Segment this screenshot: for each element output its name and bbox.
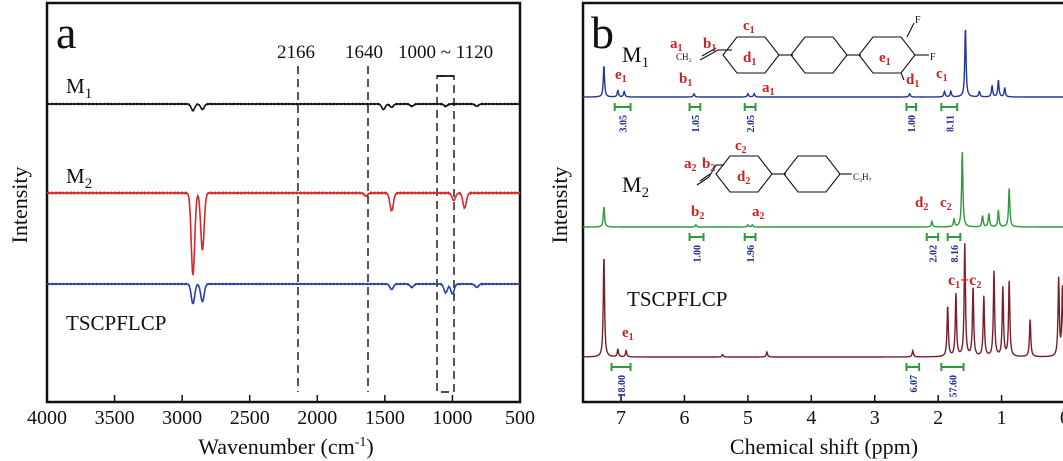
m1-struct-a1: a1	[670, 36, 683, 54]
series-m2	[46, 191, 521, 276]
integral-value: 18.00	[617, 375, 628, 398]
nmr-label-m2: M2	[622, 172, 649, 201]
panel-b-frame	[581, 1, 1063, 404]
m1-f2: F	[930, 52, 936, 63]
a-tick-label: 1500	[365, 407, 405, 429]
nmr-integrals: 3.05 1.05 2.05 1.00 8.11 1.00 1.96 2.02 8.16 18.0…	[610, 103, 965, 398]
a-tick-label: 2000	[297, 407, 337, 429]
b-tick-label: 7	[616, 407, 626, 429]
a-tick-label: 3500	[95, 407, 135, 429]
m2-struct-d2: d2	[737, 169, 750, 187]
integral-value: 2.05	[746, 115, 757, 133]
peak-d1-m1: d1	[906, 72, 919, 90]
panel-a-frame	[45, 1, 522, 404]
integral-value: 3.05	[619, 115, 630, 133]
m1-struct-c1: c1	[743, 18, 755, 36]
a-tick-label: 3000	[162, 407, 202, 429]
panel-a-ftir: a 4000 3500 3000 2500 2000 1500 1000 500 2166 1…	[7, 1, 535, 459]
a-tick-label: 500	[505, 407, 535, 429]
b-tick-label: 6	[679, 407, 689, 429]
b-tick-label: 3	[870, 407, 880, 429]
panel-b-x-ticks: 7 6 5 4 3 2 1 0	[616, 395, 1063, 429]
peak-b2-m2: b2	[691, 204, 704, 222]
peak-e1-ts: e1	[622, 325, 634, 343]
peak-b1-m1: b1	[679, 71, 692, 89]
m2-struct-b2: b2	[702, 156, 715, 174]
m2-c3h7: C₃H₇	[853, 172, 872, 182]
series-m1	[46, 102, 521, 112]
integral-value: 2.02	[928, 245, 939, 263]
a-tick-label: 1000	[432, 407, 472, 429]
nmr-series-m1	[583, 29, 1063, 98]
label-m2: M2	[66, 164, 92, 192]
b-tick-label: 1	[997, 407, 1007, 429]
panel-b-ylabel: Intensity	[547, 167, 572, 244]
a-tick-label: 2500	[230, 407, 270, 429]
m2-struct-a2: a2	[684, 156, 697, 174]
panel-b-xlabel: Chemical shift (ppm)	[730, 434, 918, 459]
b-tick-label: 2	[933, 407, 943, 429]
peak-c1c2-ts: c1+c2	[948, 272, 981, 291]
peak-d2-m2: d2	[915, 195, 928, 213]
peak-a1-m1: a1	[762, 80, 775, 98]
annot-2166: 2166	[277, 42, 315, 63]
b-tick-label: 0	[1060, 407, 1063, 429]
m1-struct-e1: e1	[879, 50, 891, 68]
label-m1: M1	[66, 74, 92, 102]
panel-b-letter: b	[591, 7, 614, 58]
nmr-label-m1: M1	[622, 42, 649, 71]
m1-struct-b1: b1	[703, 36, 716, 54]
integral-value: 8.16	[950, 245, 961, 263]
m1-struct-d1: d1	[743, 50, 756, 68]
panel-b-nmr: b 7 6 5 4 3 2 1 0 3.05 1.05 2.05 1.00 8.11 1.00 1.96 2…	[547, 1, 1063, 459]
m1-f1: F	[915, 15, 921, 26]
panel-a-x-ticks: 4000 3500 3000 2500 2000 1500 1000 500	[27, 395, 535, 429]
integral-value: 6.07	[909, 375, 920, 393]
integral-value: 1.00	[907, 115, 918, 133]
m2-structure	[696, 155, 852, 193]
annot-1640: 1640	[345, 42, 383, 63]
m1-structure	[699, 22, 929, 81]
peak-e1-m1: e1	[615, 67, 627, 85]
nmr-series-m2	[583, 152, 1063, 228]
peak-c1-m1: c1	[936, 66, 948, 84]
series-tscpflcp	[46, 282, 521, 305]
integral-value: 1.05	[691, 115, 702, 133]
peak-c2-m2: c2	[940, 195, 952, 213]
label-tscpflcp: TSCPFLCP	[66, 311, 166, 335]
panel-a-letter: a	[56, 7, 76, 58]
integral-value: 1.00	[693, 245, 704, 263]
a-tick-label: 4000	[27, 407, 67, 429]
range-box-1000-1120	[436, 75, 455, 393]
b-tick-label: 5	[743, 407, 753, 429]
m2-struct-c2: c2	[735, 138, 747, 156]
annot-range: 1000 ~ 1120	[398, 42, 493, 63]
integral-value: 1.96	[746, 245, 757, 263]
b-tick-label: 4	[806, 407, 816, 429]
integral-value: 8.11	[945, 115, 956, 132]
peak-a2-m2: a2	[752, 204, 765, 222]
panel-a-ylabel: Intensity	[7, 167, 32, 244]
nmr-series-tscpflcp	[583, 243, 1063, 358]
integral-value: 57.60	[948, 375, 959, 398]
m1-ch2: CH₂	[676, 52, 692, 62]
nmr-label-tscpflcp: TSCPFLCP	[627, 287, 727, 311]
panel-a-xlabel: Wavenumber (cm-1)	[198, 434, 373, 459]
